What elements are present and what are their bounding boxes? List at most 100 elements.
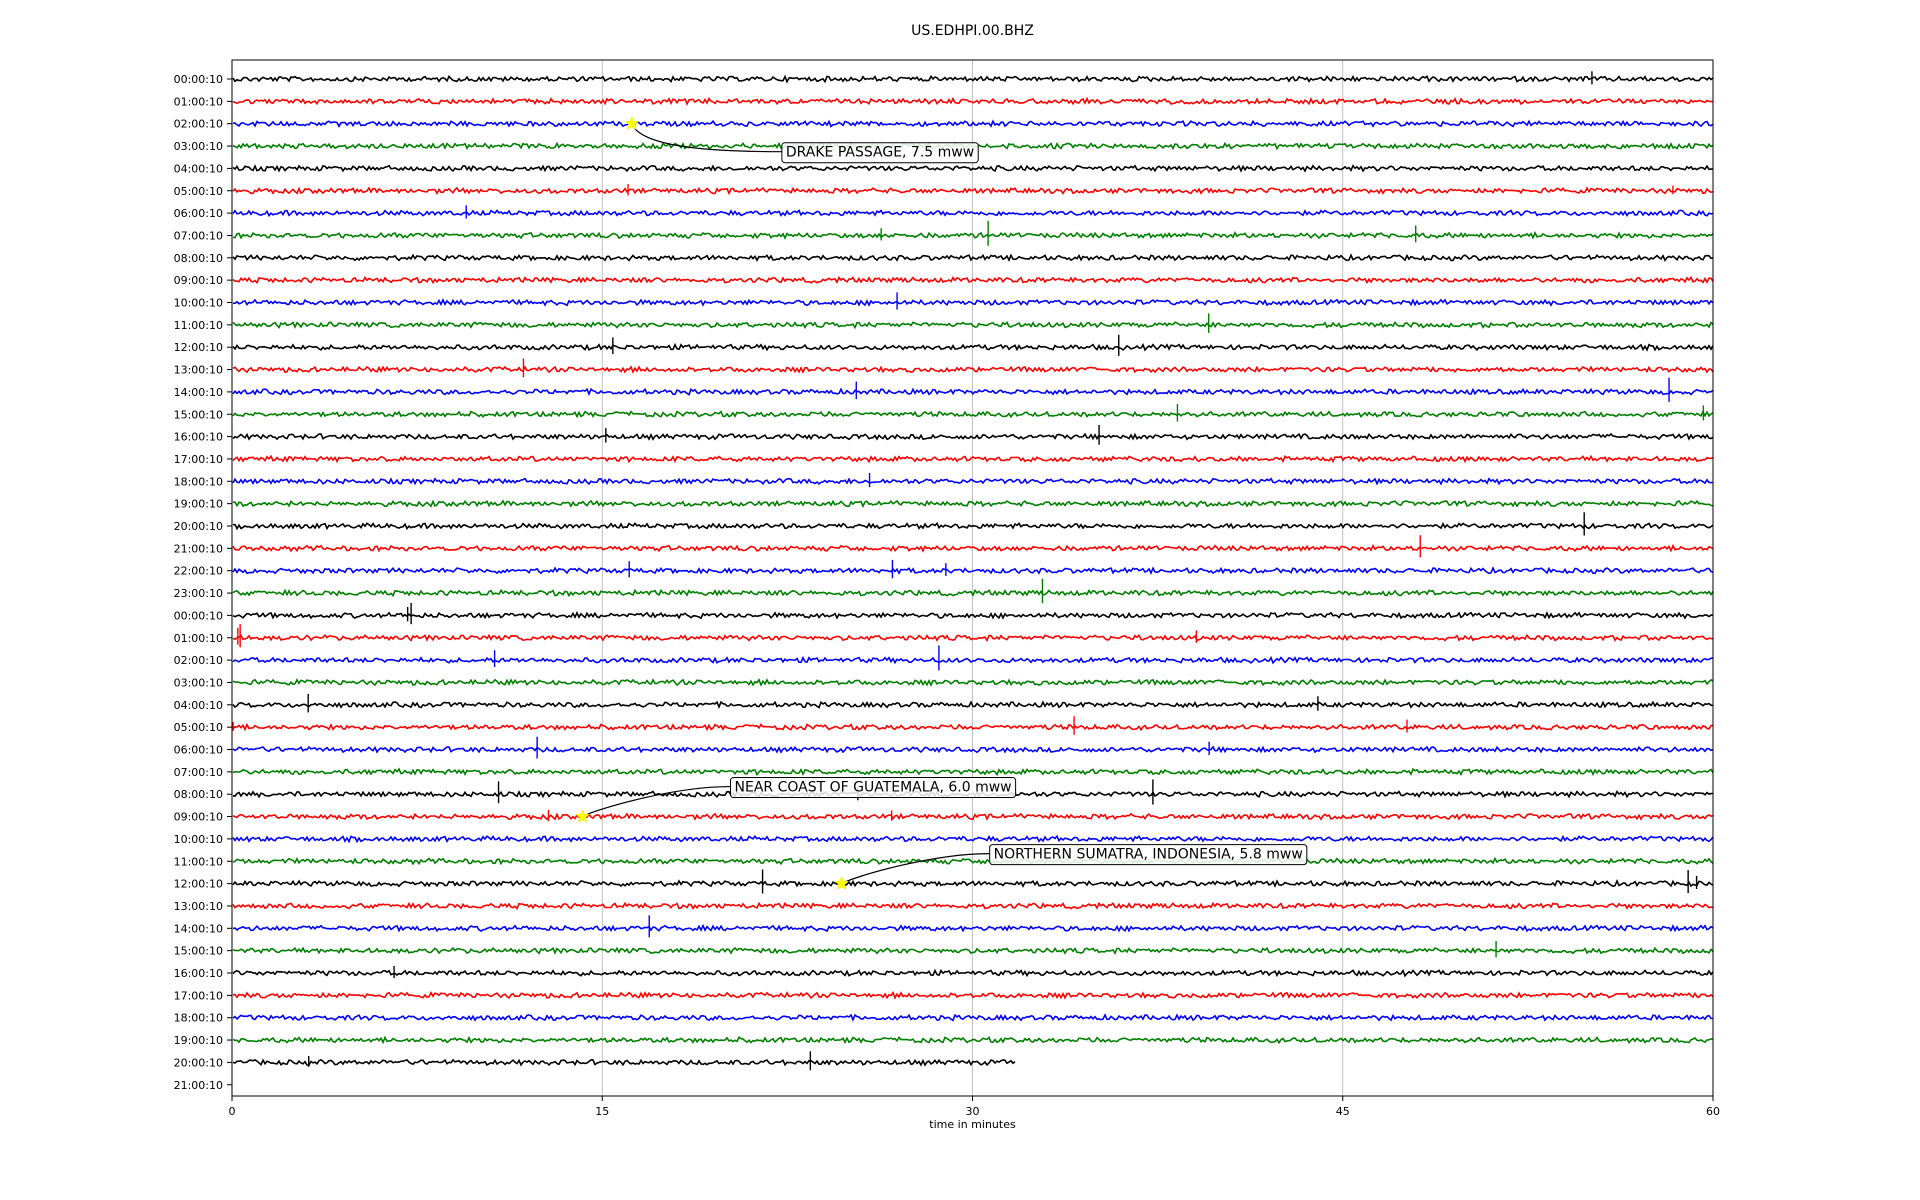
trace-row-44	[232, 1058, 1016, 1067]
y-tick-label: 02:00:10	[174, 654, 223, 667]
y-tick-label: 03:00:10	[174, 140, 223, 153]
trace-row-10	[232, 297, 1714, 307]
trace-row-43	[232, 1035, 1714, 1045]
y-tick-label: 21:00:10	[174, 542, 223, 555]
event-label-box	[781, 142, 979, 164]
y-tick-label: 22:00:10	[174, 565, 223, 578]
y-tick-label: 00:00:10	[174, 73, 223, 86]
y-tick-label: 01:00:10	[174, 95, 223, 108]
y-tick-label: 10:00:10	[174, 833, 223, 846]
trace-row-17	[232, 454, 1714, 464]
event-connector	[631, 123, 782, 153]
event-label: DRAKE PASSAGE, 7.5 mww	[786, 145, 974, 161]
trace-row-2	[232, 119, 1714, 128]
y-tick-label: 05:00:10	[174, 185, 223, 198]
x-tick-label: 60	[1706, 1105, 1720, 1118]
event-connector	[582, 785, 731, 818]
trace-row-28	[232, 700, 1714, 709]
trace-row-14	[232, 387, 1714, 397]
y-tick-label: 19:00:10	[174, 498, 223, 511]
event-connector	[841, 853, 990, 885]
trace-row-13	[232, 365, 1714, 374]
trace-row-7	[232, 231, 1714, 240]
y-tick-label: 13:00:10	[174, 900, 223, 913]
trace-row-37	[232, 901, 1714, 910]
trace-row-15	[232, 409, 1714, 419]
trace-row-38	[232, 923, 1714, 933]
y-tick-label: 20:00:10	[174, 1056, 223, 1069]
trace-row-21	[232, 543, 1714, 553]
y-tick-label: 02:00:10	[174, 118, 223, 131]
x-axis-ticks: 0 15 30 45 60	[229, 1096, 1720, 1118]
y-tick-label: 09:00:10	[174, 274, 223, 287]
y-tick-label: 20:00:10	[174, 520, 223, 533]
y-tick-label: 06:00:10	[174, 744, 223, 757]
trace-row-39	[232, 946, 1714, 956]
trace-row-0	[232, 74, 1714, 84]
trace-row-31	[232, 767, 1714, 777]
trace-row-1	[232, 96, 1713, 106]
trace-row-34	[232, 834, 1714, 844]
y-tick-label: 18:00:10	[174, 475, 223, 488]
x-tick-label: 30	[966, 1105, 980, 1118]
y-tick-label: 15:00:10	[174, 945, 223, 958]
trace-row-9	[232, 275, 1714, 285]
y-tick-label: 15:00:10	[174, 408, 223, 421]
event-annotations: DRAKE PASSAGE, 7.5 mww NEAR COAST OF GUAT…	[575, 116, 1308, 890]
y-tick-label: 11:00:10	[174, 319, 223, 332]
event-label: NORTHERN SUMATRA, INDONESIA, 5.8 mww	[994, 847, 1303, 863]
y-tick-label: 19:00:10	[174, 1034, 223, 1047]
y-tick-label: 17:00:10	[174, 453, 223, 466]
y-tick-label: 16:00:10	[174, 967, 223, 980]
trace-row-4	[232, 164, 1714, 173]
trace-row-20	[232, 521, 1714, 531]
y-tick-label: 06:00:10	[174, 207, 223, 220]
y-tick-label: 12:00:10	[174, 341, 223, 354]
trace-row-27	[232, 678, 1714, 687]
y-tick-label: 13:00:10	[174, 364, 223, 377]
y-tick-label: 08:00:10	[174, 788, 223, 801]
trace-row-25	[232, 633, 1714, 643]
y-tick-label: 04:00:10	[174, 699, 223, 712]
trace-row-41	[232, 991, 1714, 1000]
y-axis-ticks: 00:00:10 01:00:10 02:00:10 03:00:10 04:00:10…	[174, 73, 232, 1092]
trace-row-35	[232, 856, 1714, 866]
trace-row-30	[232, 745, 1714, 754]
trace-row-19	[232, 499, 1714, 509]
y-tick-label: 16:00:10	[174, 431, 223, 444]
y-tick-label: 21:00:10	[174, 1079, 223, 1092]
x-tick-label: 45	[1336, 1105, 1350, 1118]
seismic-traces	[232, 71, 1714, 1071]
y-tick-label: 00:00:10	[174, 609, 223, 622]
trace-row-6	[232, 208, 1714, 218]
y-tick-label: 08:00:10	[174, 252, 223, 265]
trace-row-8	[232, 253, 1714, 263]
event-label-box	[730, 777, 1017, 799]
y-tick-label: 07:00:10	[174, 766, 223, 779]
trace-row-18	[232, 477, 1713, 486]
y-tick-label: 12:00:10	[174, 878, 223, 891]
event-label: NEAR COAST OF GUATEMALA, 6.0 mww	[735, 780, 1012, 796]
trace-row-33	[232, 812, 1714, 822]
trace-row-23	[232, 588, 1714, 598]
event-star-icon	[575, 808, 590, 823]
trace-row-5	[232, 186, 1714, 196]
trace-row-26	[232, 655, 1714, 665]
y-tick-label: 07:00:10	[174, 229, 223, 242]
trace-row-24	[232, 610, 1713, 620]
trace-row-11	[232, 320, 1714, 330]
x-axis-label: time in minutes	[929, 1118, 1016, 1131]
trace-row-36	[232, 879, 1714, 888]
trace-row-22	[232, 566, 1714, 575]
trace-row-40	[232, 968, 1714, 978]
trace-row-12	[232, 342, 1714, 352]
trace-row-42	[232, 1013, 1714, 1022]
event-label-box	[989, 844, 1308, 866]
y-tick-label: 10:00:10	[174, 297, 223, 310]
y-tick-label: 01:00:10	[174, 632, 223, 645]
chart-title: US.EDHPI.00.BHZ	[911, 23, 1034, 39]
y-tick-label: 11:00:10	[174, 855, 223, 868]
event-star-icon	[834, 875, 849, 890]
y-tick-label: 14:00:10	[174, 922, 223, 935]
y-tick-label: 14:00:10	[174, 386, 223, 399]
